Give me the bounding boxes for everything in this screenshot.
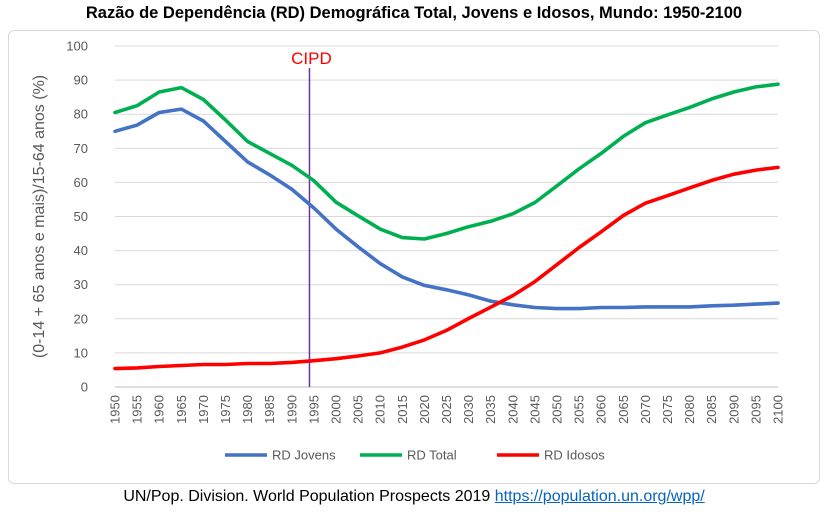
legend-label: RD Jovens — [272, 448, 336, 463]
legend: RD Jovens RD Total RD Idosos — [225, 448, 605, 463]
x-tick-label: 2030 — [461, 395, 476, 424]
x-tick-label: 1955 — [130, 395, 145, 424]
x-tick-label: 2015 — [395, 395, 410, 424]
legend-label: RD Total — [407, 448, 457, 463]
x-tick-label: 2095 — [748, 395, 763, 424]
x-tick-label: 2050 — [550, 395, 565, 424]
x-tick-label: 1980 — [240, 395, 255, 424]
source-text: UN/Pop. Division. World Population Prosp… — [123, 488, 491, 505]
x-tick-label: 2055 — [572, 395, 587, 424]
x-tick-label: 2035 — [483, 395, 498, 424]
source-note: UN/Pop. Division. World Population Prosp… — [0, 488, 828, 506]
x-tick-label: 1950 — [108, 395, 123, 424]
y-tick-label: 10 — [74, 345, 88, 360]
x-tick-label: 2100 — [771, 395, 786, 424]
x-tick-label: 2010 — [373, 395, 388, 424]
x-tick-label: 1985 — [262, 395, 277, 424]
chart-frame — [8, 30, 820, 484]
x-tick-label: 1975 — [218, 395, 233, 424]
x-tick-label: 1970 — [196, 395, 211, 424]
x-tick-label: 1995 — [306, 395, 321, 424]
y-tick-label: 90 — [74, 73, 88, 88]
x-tick-label: 2060 — [594, 395, 609, 424]
y-tick-label: 40 — [74, 243, 88, 258]
y-tick-label: 0 — [81, 380, 88, 395]
y-tick-label: 50 — [74, 209, 88, 224]
y-axis-title: (0-14 + 65 anos e mais)/15-64 anos (%) — [31, 75, 48, 358]
x-tick-label: 2000 — [329, 395, 344, 424]
legend-label: RD Idosos — [544, 448, 605, 463]
y-tick-label: 60 — [74, 175, 88, 190]
series-line-rd-idosos — [113, 165, 780, 371]
series-line-rd-total — [113, 82, 780, 241]
gridlines — [115, 45, 778, 388]
y-tick-label: 30 — [74, 277, 88, 292]
series-line-rd-jovens — [113, 107, 780, 311]
x-tick-label: 2045 — [527, 395, 542, 424]
series-lines — [113, 82, 780, 371]
x-tick-label: 2005 — [351, 395, 366, 424]
cipd-label: CIPD — [291, 49, 332, 68]
y-tick-label: 80 — [74, 107, 88, 122]
source-link[interactable]: https://population.un.org/wpp/ — [494, 488, 705, 505]
x-tick-label: 2020 — [417, 395, 432, 424]
x-tick-label: 2080 — [682, 395, 697, 424]
x-tick-label: 1960 — [152, 395, 167, 424]
y-tick-label: 20 — [74, 311, 88, 326]
chart-title: Razão de Dependência (RD) Demográfica To… — [85, 4, 743, 22]
x-tick-label: 2065 — [616, 395, 631, 424]
x-tick-label: 2025 — [439, 395, 454, 424]
x-tick-label: 2085 — [704, 395, 719, 424]
annotations: CIPD — [291, 49, 332, 387]
x-tick-label: 1965 — [174, 395, 189, 424]
x-tick-label: 2075 — [660, 395, 675, 424]
x-tick-label: 2040 — [505, 395, 520, 424]
x-tick-label: 1990 — [284, 395, 299, 424]
x-tick-label: 2090 — [726, 395, 741, 424]
x-tick-label: 2070 — [638, 395, 653, 424]
y-tick-label: 100 — [66, 39, 88, 54]
y-tick-label: 70 — [74, 141, 88, 156]
